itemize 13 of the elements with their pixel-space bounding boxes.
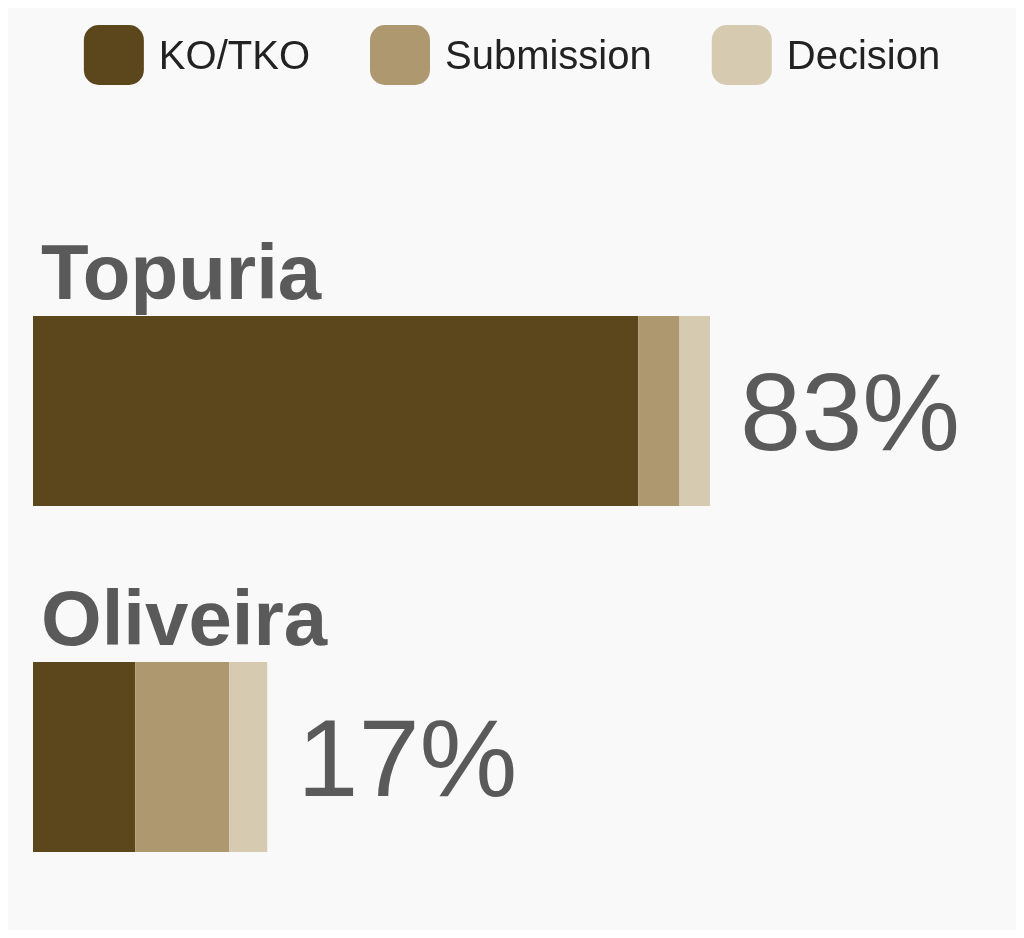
bar: [33, 316, 639, 506]
text: 83%: [740, 349, 961, 473]
legend-label: Decision: [786, 33, 941, 77]
legend-label: KO/TKO: [158, 33, 310, 77]
bar: [229, 662, 268, 852]
bar: [679, 316, 710, 506]
bar: [638, 316, 680, 506]
annotation: 17%: [297, 695, 518, 819]
y-tick-label: Topuria: [41, 228, 322, 316]
legend-label: Submission: [444, 33, 652, 77]
bar: [33, 662, 136, 852]
y-tick-label: Oliveira: [41, 574, 328, 662]
bar: [135, 662, 230, 852]
